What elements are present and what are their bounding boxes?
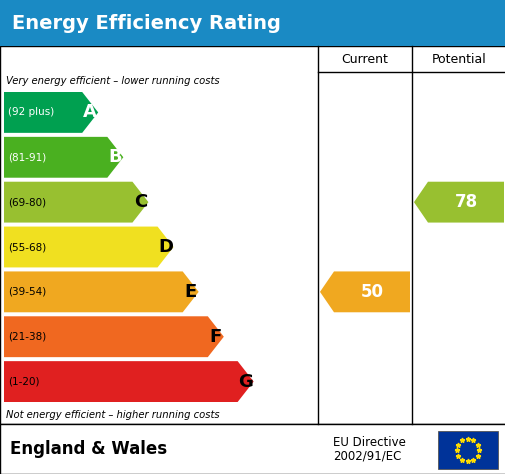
Polygon shape: [4, 227, 173, 267]
Bar: [0, 424, 505, 474]
Text: 50: 50: [360, 283, 383, 301]
Text: Not energy efficient – higher running costs: Not energy efficient – higher running co…: [6, 410, 219, 420]
Text: D: D: [158, 238, 173, 256]
Text: (81-91): (81-91): [8, 152, 46, 162]
Text: G: G: [238, 373, 252, 391]
Polygon shape: [413, 182, 503, 223]
Text: 78: 78: [453, 193, 477, 211]
Text: F: F: [209, 328, 222, 346]
Polygon shape: [4, 137, 123, 178]
Polygon shape: [4, 92, 98, 133]
Text: (21-38): (21-38): [8, 332, 46, 342]
Text: C: C: [133, 193, 147, 211]
Bar: [0, 46, 505, 424]
Polygon shape: [4, 316, 223, 357]
Text: 2002/91/EC: 2002/91/EC: [332, 449, 400, 463]
Text: (39-54): (39-54): [8, 287, 46, 297]
Text: (1-20): (1-20): [8, 376, 39, 387]
Text: (55-68): (55-68): [8, 242, 46, 252]
Polygon shape: [4, 361, 253, 402]
Text: Current: Current: [341, 53, 388, 65]
Text: (69-80): (69-80): [8, 197, 46, 207]
Text: Potential: Potential: [431, 53, 485, 65]
Text: EU Directive: EU Directive: [332, 436, 405, 448]
Text: A: A: [83, 103, 97, 121]
Bar: [437, 431, 497, 469]
Text: Energy Efficiency Rating: Energy Efficiency Rating: [12, 13, 280, 33]
Text: (92 plus): (92 plus): [8, 108, 54, 118]
Text: Very energy efficient – lower running costs: Very energy efficient – lower running co…: [6, 76, 219, 86]
Bar: [0, 0, 505, 46]
Polygon shape: [4, 182, 148, 223]
Polygon shape: [4, 272, 198, 312]
Text: England & Wales: England & Wales: [10, 440, 167, 458]
Polygon shape: [319, 272, 409, 312]
Text: B: B: [108, 148, 122, 166]
Text: E: E: [184, 283, 196, 301]
